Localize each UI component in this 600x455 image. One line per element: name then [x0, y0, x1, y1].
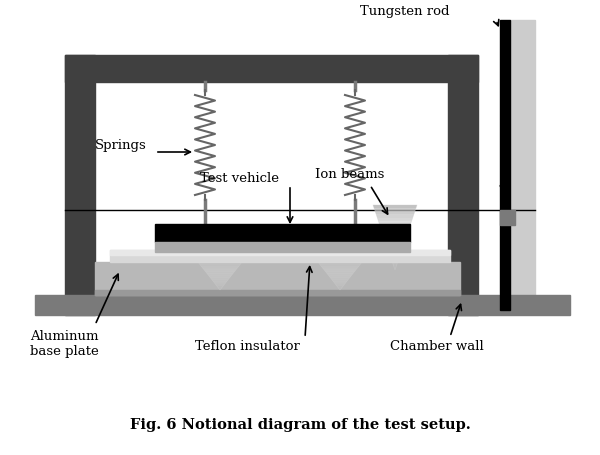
- Text: Springs: Springs: [95, 138, 147, 152]
- Polygon shape: [328, 275, 352, 277]
- Bar: [500, 20, 510, 310]
- Polygon shape: [375, 212, 415, 215]
- Polygon shape: [388, 247, 403, 251]
- Polygon shape: [191, 254, 248, 256]
- Polygon shape: [310, 252, 370, 254]
- Polygon shape: [388, 251, 401, 254]
- Polygon shape: [217, 286, 223, 288]
- Polygon shape: [379, 221, 412, 224]
- Polygon shape: [332, 280, 347, 283]
- Polygon shape: [194, 258, 245, 260]
- Bar: [510, 20, 535, 310]
- Polygon shape: [393, 263, 397, 267]
- Polygon shape: [200, 265, 239, 267]
- Polygon shape: [196, 260, 244, 262]
- Polygon shape: [322, 267, 358, 269]
- Polygon shape: [331, 278, 349, 280]
- Polygon shape: [311, 254, 368, 256]
- Polygon shape: [314, 258, 365, 260]
- Polygon shape: [199, 263, 241, 265]
- Polygon shape: [313, 256, 367, 258]
- Polygon shape: [326, 273, 353, 275]
- Bar: [155, 242, 410, 252]
- Bar: [35, 295, 570, 315]
- Polygon shape: [209, 277, 230, 278]
- Bar: [95, 262, 460, 295]
- Polygon shape: [391, 257, 400, 260]
- Polygon shape: [202, 267, 238, 269]
- Polygon shape: [205, 271, 235, 273]
- Text: Test vehicle: Test vehicle: [200, 172, 279, 184]
- Polygon shape: [384, 238, 406, 241]
- Polygon shape: [376, 215, 414, 218]
- Polygon shape: [373, 205, 417, 208]
- Polygon shape: [319, 263, 361, 265]
- Text: Chamber wall: Chamber wall: [390, 340, 484, 353]
- Polygon shape: [193, 256, 247, 258]
- Polygon shape: [374, 208, 416, 212]
- Text: Aluminum
base plate: Aluminum base plate: [30, 330, 99, 358]
- Bar: [448, 55, 478, 315]
- Polygon shape: [389, 254, 401, 257]
- Bar: [95, 290, 460, 295]
- Bar: [65, 55, 95, 315]
- Polygon shape: [320, 265, 359, 267]
- Polygon shape: [206, 273, 233, 275]
- Polygon shape: [392, 260, 398, 263]
- Polygon shape: [377, 218, 413, 221]
- Polygon shape: [380, 224, 410, 228]
- Polygon shape: [211, 278, 229, 280]
- Polygon shape: [215, 284, 224, 286]
- Bar: [110, 250, 450, 262]
- Polygon shape: [317, 262, 362, 263]
- Polygon shape: [386, 244, 404, 247]
- Polygon shape: [335, 284, 344, 286]
- Polygon shape: [203, 269, 236, 271]
- Text: Teflon insulator: Teflon insulator: [195, 340, 300, 353]
- Polygon shape: [316, 260, 364, 262]
- Polygon shape: [212, 280, 227, 283]
- Bar: [110, 250, 450, 255]
- Polygon shape: [385, 241, 405, 244]
- Polygon shape: [214, 283, 226, 284]
- Polygon shape: [383, 234, 407, 238]
- Polygon shape: [382, 231, 408, 234]
- Bar: [65, 55, 478, 82]
- Polygon shape: [337, 286, 343, 288]
- Polygon shape: [334, 283, 346, 284]
- Text: Fig. 6 Notional diagram of the test setup.: Fig. 6 Notional diagram of the test setu…: [130, 418, 470, 432]
- Polygon shape: [329, 277, 350, 278]
- Polygon shape: [208, 275, 232, 277]
- Polygon shape: [381, 228, 409, 231]
- Bar: [155, 224, 410, 242]
- Text: Ion beams: Ion beams: [315, 168, 385, 182]
- Text: Tungsten rod: Tungsten rod: [360, 5, 449, 18]
- Polygon shape: [190, 252, 250, 254]
- Polygon shape: [197, 262, 242, 263]
- Polygon shape: [323, 269, 356, 271]
- Bar: [500, 210, 515, 225]
- Polygon shape: [325, 271, 355, 273]
